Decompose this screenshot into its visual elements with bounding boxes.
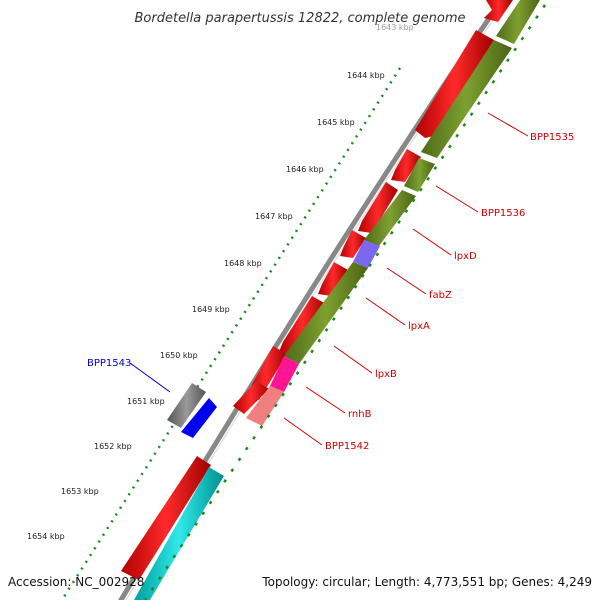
tick-label: 1650 kbp [160, 351, 198, 360]
gene-arrow-fabz[interactable] [318, 262, 348, 296]
leader-line [487, 112, 529, 137]
map-title: Bordetella parapertussis 12822, complete… [135, 11, 466, 26]
gene-arrow-lpxa[interactable] [279, 296, 326, 354]
leader-line [283, 417, 323, 446]
gene-arrow-cds[interactable] [121, 456, 211, 580]
tick-labels: 1643 kbp 1644 kbp 1645 kbp 1646 kbp 1647… [27, 23, 414, 541]
cog-segment [364, 190, 416, 246]
leader-line [333, 345, 373, 374]
cog-segment [284, 262, 368, 364]
leader-line [305, 386, 346, 414]
forward-strand-track [121, 0, 513, 580]
tick-label: 1649 kbp [192, 305, 230, 314]
gene-label-rnhb[interactable]: rnhB [348, 409, 372, 420]
gene-labels: BPP1535 BPP1536 lpxD fabZ lpxA lpxB rnhB… [87, 132, 574, 452]
tick-label: 1643 kbp [376, 23, 414, 32]
leader-line [386, 267, 427, 295]
gene-label-bpp1543[interactable]: BPP1543 [87, 358, 131, 369]
tick-label: 1654 kbp [27, 532, 65, 541]
tick-label: 1653 kbp [61, 487, 99, 496]
gene-label-lpxb[interactable]: lpxB [375, 369, 397, 380]
gene-label-bpp1542[interactable]: BPP1542 [325, 441, 369, 452]
label-leaders [129, 112, 529, 446]
leader-line [129, 362, 171, 393]
gene-label-bpp1536[interactable]: BPP1536 [481, 208, 525, 219]
gene-label-fabz[interactable]: fabZ [429, 290, 452, 301]
gene-label-lpxd[interactable]: lpxD [454, 251, 477, 262]
cog-segment-pink [246, 386, 284, 426]
reverse-strand-track [167, 383, 217, 438]
gene-arrow-cds[interactable] [484, 0, 513, 22]
gene-label-lpxa[interactable]: lpxA [408, 321, 430, 332]
tick-label: 1646 kbp [286, 165, 324, 174]
gene-arrow-cds[interactable] [391, 149, 421, 182]
cog-segment [421, 40, 512, 158]
leader-line [435, 185, 479, 213]
accession-text: Accession: NC_002928 [8, 575, 144, 589]
gene-label-bpp1535[interactable]: BPP1535 [530, 132, 574, 143]
tick-label: 1651 kbp [127, 397, 165, 406]
tick-ring [60, 67, 402, 600]
cog-track [134, 0, 540, 600]
cog-segment-cyan [134, 467, 224, 600]
topology-text: Topology: circular; Length: 4,773,551 bp… [261, 575, 592, 589]
gene-arrow-rnhb[interactable] [233, 381, 269, 414]
leader-line [412, 228, 452, 256]
leader-line [365, 297, 406, 326]
tick-label: 1644 kbp [347, 71, 385, 80]
gene-arrow-bpp1543[interactable] [181, 398, 217, 438]
cog-segment [496, 0, 540, 44]
cog-segment-purple [353, 240, 380, 268]
gene-arrow-bpp1536[interactable] [358, 182, 398, 233]
gene-arrow-lpxd[interactable] [340, 230, 366, 258]
cog-segment [404, 158, 435, 192]
gene-arrow-bpp1535[interactable] [415, 30, 494, 138]
cog-segment-magenta [270, 356, 299, 392]
tick-label: 1645 kbp [317, 118, 355, 127]
tick-label: 1647 kbp [255, 212, 293, 221]
cog-segment-gray [167, 383, 206, 428]
tick-label: 1648 kbp [224, 259, 262, 268]
tick-label: 1652 kbp [94, 442, 132, 451]
inner-tick-ring [143, 4, 547, 600]
